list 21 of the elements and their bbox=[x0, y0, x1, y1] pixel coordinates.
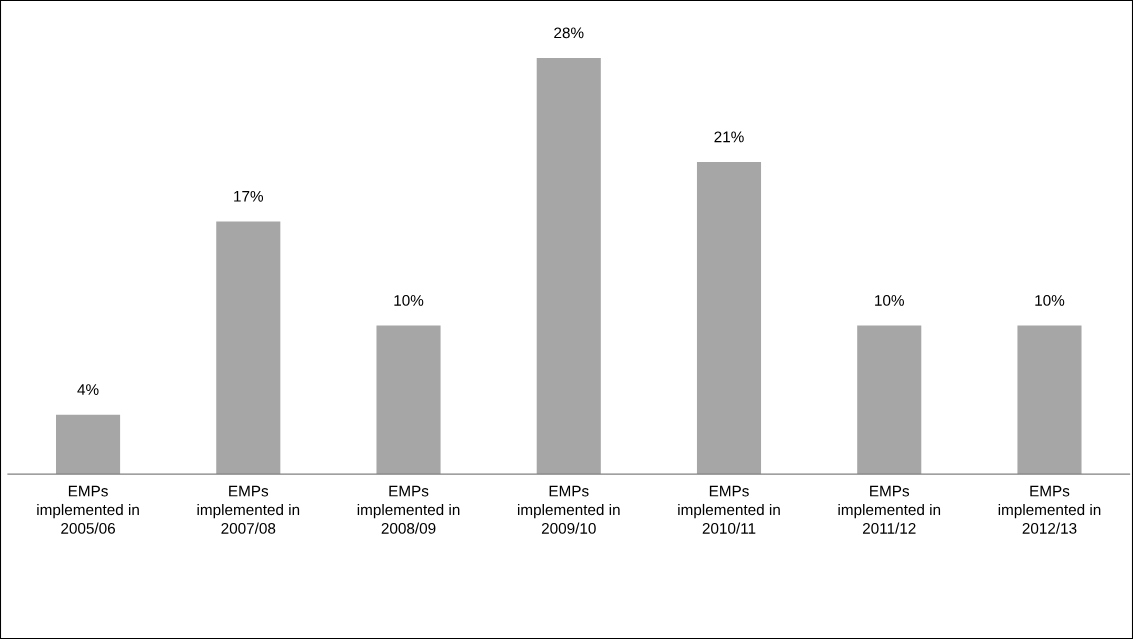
data-label: 10% bbox=[875, 294, 904, 306]
bar bbox=[376, 325, 441, 475]
x-tick-label: EMPs implemented in 2010/11 bbox=[678, 485, 780, 534]
x-tick-label: EMPs implemented in 2007/08 bbox=[197, 485, 300, 534]
data-label: 4% bbox=[77, 384, 99, 395]
bar bbox=[696, 161, 762, 475]
x-tick-label: EMPs implemented in 2008/09 bbox=[357, 485, 460, 534]
x-tick-label: EMPs implemented in 2009/10 bbox=[517, 485, 620, 534]
bar bbox=[56, 414, 121, 475]
data-label: 21% bbox=[714, 131, 744, 143]
data-label: 10% bbox=[394, 294, 424, 306]
data-label: 17% bbox=[234, 190, 264, 202]
x-tick-label: EMPs implemented in 2005/06 bbox=[37, 485, 139, 534]
bar bbox=[536, 57, 601, 475]
x-tick-label: EMPs implemented in 2011/12 bbox=[838, 485, 941, 534]
bar bbox=[216, 221, 281, 475]
bar bbox=[857, 325, 922, 475]
data-label: 28% bbox=[554, 27, 584, 39]
bar bbox=[1017, 325, 1082, 475]
x-tick-label: EMPs implemented in 2012/13 bbox=[998, 485, 1101, 534]
data-label: 10% bbox=[1035, 294, 1065, 306]
